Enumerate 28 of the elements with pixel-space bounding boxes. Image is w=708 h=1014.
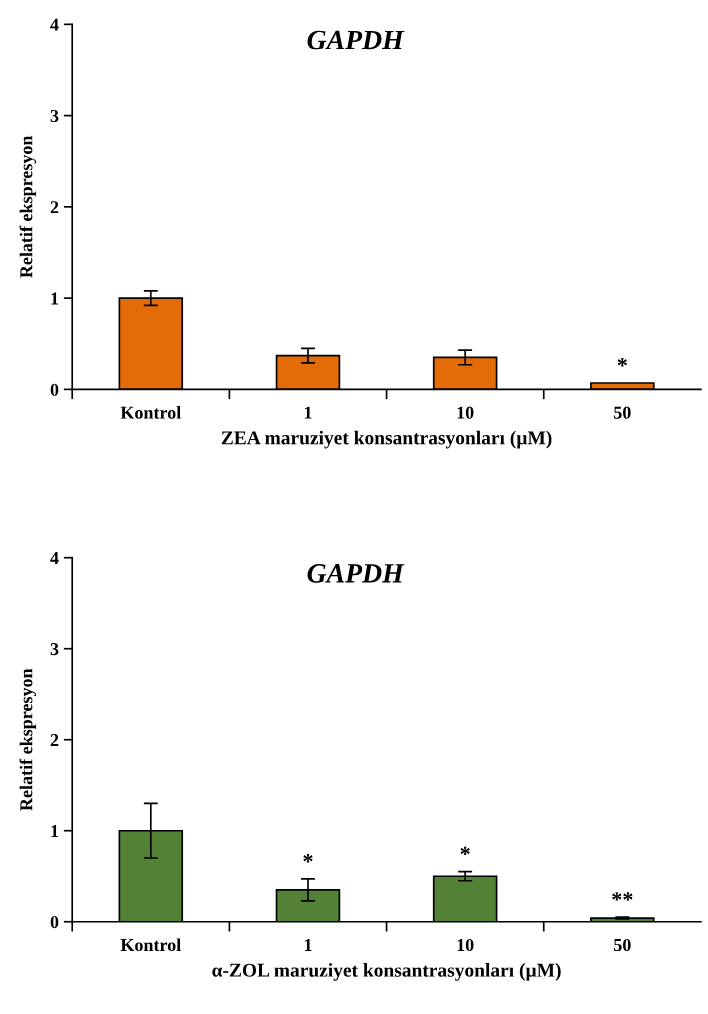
y-tick-label: 2 — [50, 201, 59, 214]
y-tick-label: 0 — [50, 915, 59, 929]
x-axis-title: α-ZOL maruziyet konsantrasyonları (µM) — [212, 963, 561, 981]
y-tick-label: 3 — [50, 109, 59, 123]
y-tick-label: 2 — [50, 734, 59, 746]
annotation: * — [303, 854, 313, 863]
annotation: ** — [612, 892, 633, 901]
annotation: * — [460, 846, 470, 856]
y-axis-title: Relatif ekspresyon — [19, 135, 37, 278]
y-tick-label: 3 — [50, 643, 59, 656]
x-axis-title: ZEA maruziyet konsantrasyonları (µM) — [221, 430, 552, 449]
y-tick-label: 4 — [50, 18, 59, 31]
x-tick-label: 1 — [304, 939, 312, 951]
annotation: * — [617, 358, 627, 367]
chart-title: GAPDH — [307, 564, 405, 583]
y-tick-label: 4 — [50, 552, 59, 564]
y-axis-title: Relatif ekspresyon — [19, 668, 37, 811]
x-tick-label: 50 — [614, 406, 631, 419]
x-tick-label: 1 — [304, 406, 312, 419]
chart-title: GAPDH — [307, 30, 405, 50]
y-tick-label: 1 — [51, 292, 59, 305]
x-tick-label: Kontrol — [120, 938, 181, 952]
y-tick-label: 0 — [50, 383, 59, 396]
y-tick-label: 1 — [51, 825, 59, 837]
x-tick-label: 50 — [614, 938, 631, 952]
x-tick-label: 10 — [457, 406, 474, 419]
x-tick-label: Kontrol — [120, 406, 181, 419]
x-tick-label: 10 — [457, 938, 474, 952]
